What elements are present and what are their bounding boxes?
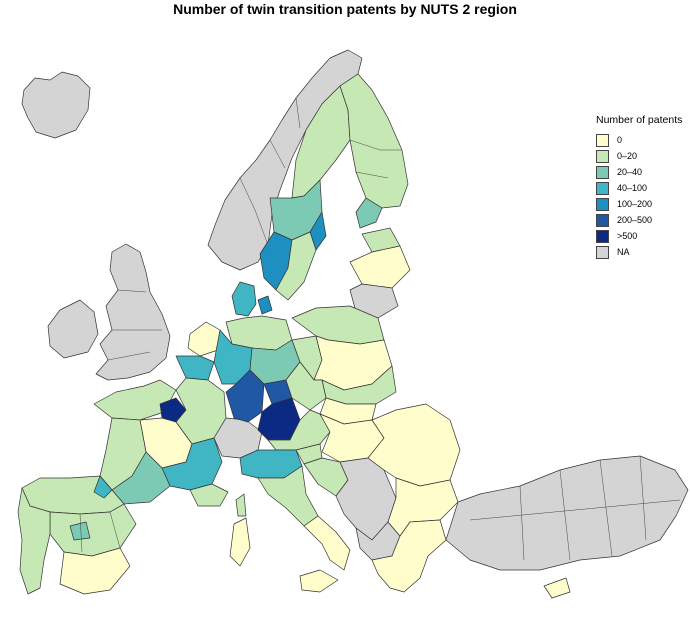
legend-label: NA — [617, 247, 630, 257]
legend-label: 20–40 — [617, 167, 643, 177]
region-latvia — [349, 245, 411, 289]
region-finland-south — [355, 197, 383, 229]
legend-title: Number of patents — [596, 114, 683, 126]
legend-label: 100–200 — [617, 199, 653, 209]
region-germany-sw — [225, 369, 265, 423]
region-sweden-east — [275, 231, 317, 301]
region-czechia — [285, 361, 327, 411]
legend-row: 200–500 — [596, 212, 688, 228]
legend-row: 20–40 — [596, 164, 688, 180]
legend-label: 0 — [617, 135, 623, 145]
map-title: Number of twin transition patents by NUT… — [173, 1, 517, 17]
region-ireland — [47, 299, 99, 359]
legend-swatch — [596, 229, 609, 243]
legend-label: 40–100 — [617, 183, 648, 193]
legend-label: 200–500 — [617, 215, 653, 225]
region-france-rhone — [161, 437, 223, 491]
region-spain-south — [59, 547, 131, 595]
legend-swatch — [596, 133, 609, 147]
region-spain-basque — [93, 475, 113, 499]
region-greece — [371, 519, 447, 593]
region-belgium — [175, 355, 215, 381]
legend-swatch — [596, 149, 609, 163]
legend-row: 40–100 — [596, 180, 688, 196]
legend-label: 0–20 — [617, 151, 638, 161]
region-iceland — [21, 71, 91, 139]
region-france-se — [189, 483, 229, 507]
region-cyprus — [543, 577, 571, 599]
region-portugal — [17, 487, 51, 595]
legend-row: 0–20 — [596, 148, 688, 164]
legend-label: >500 — [617, 231, 638, 241]
region-finland-north — [339, 73, 409, 209]
legend-row: >500 — [596, 228, 688, 244]
legend-row: 100–200 — [596, 196, 688, 212]
region-switzerland — [213, 417, 263, 459]
region-romania — [367, 403, 461, 487]
region-sardinia — [229, 517, 251, 567]
region-sicily — [299, 569, 339, 593]
region-netherlands — [187, 321, 221, 357]
region-bulgaria — [387, 477, 459, 537]
legend-row: NA — [596, 244, 688, 260]
region-italy-south — [303, 515, 351, 571]
region-denmark — [231, 281, 257, 317]
region-turkey — [445, 455, 689, 571]
region-denmark-capital — [257, 295, 273, 315]
legend-swatch — [596, 245, 609, 259]
region-uk — [95, 243, 171, 381]
legend-swatch — [596, 165, 609, 179]
map-legend: Number of patents 0 0–20 20–40 40–100 10… — [596, 114, 688, 260]
legend-row: 0 — [596, 132, 688, 148]
region-corsica — [235, 493, 247, 517]
region-spain-central — [49, 503, 137, 557]
legend-swatch — [596, 197, 609, 211]
legend-swatch — [596, 213, 609, 227]
region-france-south — [111, 451, 171, 505]
legend-swatch — [596, 181, 609, 195]
